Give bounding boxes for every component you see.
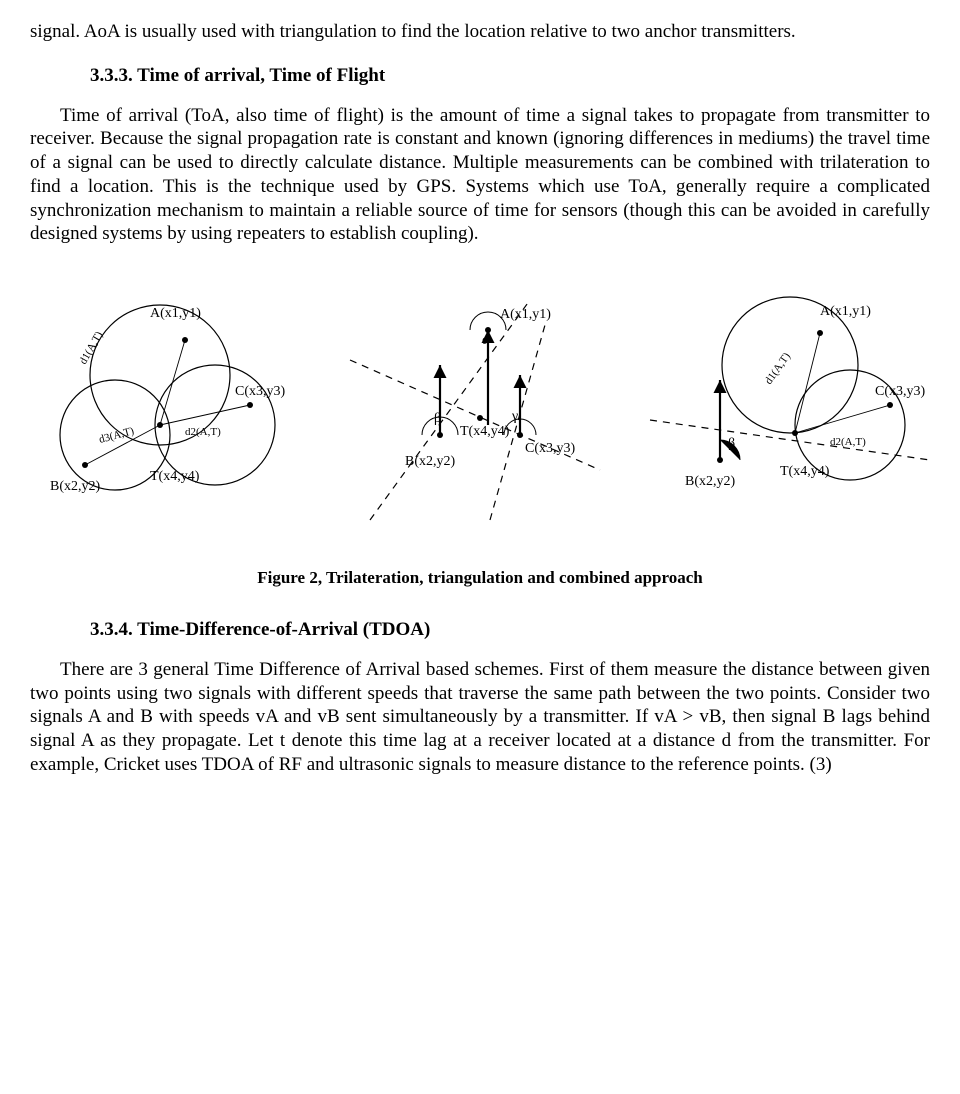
svg-text:C(x3,y3): C(x3,y3) bbox=[875, 384, 926, 399]
svg-text:d2(A,T): d2(A,T) bbox=[830, 436, 866, 448]
figure-combined: A(x1,y1) B(x2,y2) C(x3,y3) T(x4,y4) β d1(A,T)… bbox=[620, 285, 930, 522]
svg-text:A(x1,y1): A(x1,y1) bbox=[820, 304, 871, 319]
heading-334: 3.3.4. Time-Difference-of-Arrival (TDOA) bbox=[90, 618, 930, 642]
svg-text:β: β bbox=[434, 411, 441, 426]
svg-text:A(x1,y1): A(x1,y1) bbox=[500, 307, 551, 322]
svg-text:C(x3,y3): C(x3,y3) bbox=[235, 384, 286, 399]
paragraph-tdoa: There are 3 general Time Difference of A… bbox=[30, 658, 930, 777]
paragraph-aoa-continuation: signal. AoA is usually used with triangu… bbox=[30, 20, 930, 44]
svg-text:B(x2,y2): B(x2,y2) bbox=[405, 454, 456, 469]
svg-text:B(x2,y2): B(x2,y2) bbox=[50, 479, 101, 494]
svg-text:T(x4,y4): T(x4,y4) bbox=[780, 464, 830, 479]
figure-triangulation: A(x1,y1) B(x2,y2) C(x3,y3) T(x4,y4) α β γ bbox=[320, 270, 620, 537]
figure-trilateration: A(x1,y1)B(x2,y2)C(x3,y3)T(x4,y4)d1(A,T)d… bbox=[30, 285, 320, 522]
svg-text:d1(A,T): d1(A,T) bbox=[763, 350, 794, 386]
svg-text:T(x4,y4): T(x4,y4) bbox=[150, 469, 200, 484]
heading-333: 3.3.3. Time of arrival, Time of Flight bbox=[90, 64, 930, 88]
paragraph-toa: Time of arrival (ToA, also time of fligh… bbox=[30, 104, 930, 247]
figure-2-row: A(x1,y1) B(x2,y2) C(x3,y3) T(x4,y4) d1(A,T) d… bbox=[30, 270, 930, 537]
svg-text:B(x2,y2): B(x2,y2) bbox=[685, 474, 736, 489]
svg-text:d2(A,T): d2(A,T) bbox=[185, 426, 221, 438]
svg-text:α: α bbox=[482, 333, 490, 348]
svg-text:C(x3,y3): C(x3,y3) bbox=[525, 441, 576, 456]
svg-text:d3(A,T): d3(A,T) bbox=[98, 425, 136, 446]
svg-text:A(x1,y1): A(x1,y1) bbox=[150, 306, 201, 321]
svg-text:T(x4,y4): T(x4,y4) bbox=[460, 424, 510, 439]
svg-text:γ: γ bbox=[511, 409, 518, 424]
svg-text:β: β bbox=[728, 436, 735, 451]
figure-2-caption: Figure 2, Trilateration, triangulation a… bbox=[30, 567, 930, 588]
